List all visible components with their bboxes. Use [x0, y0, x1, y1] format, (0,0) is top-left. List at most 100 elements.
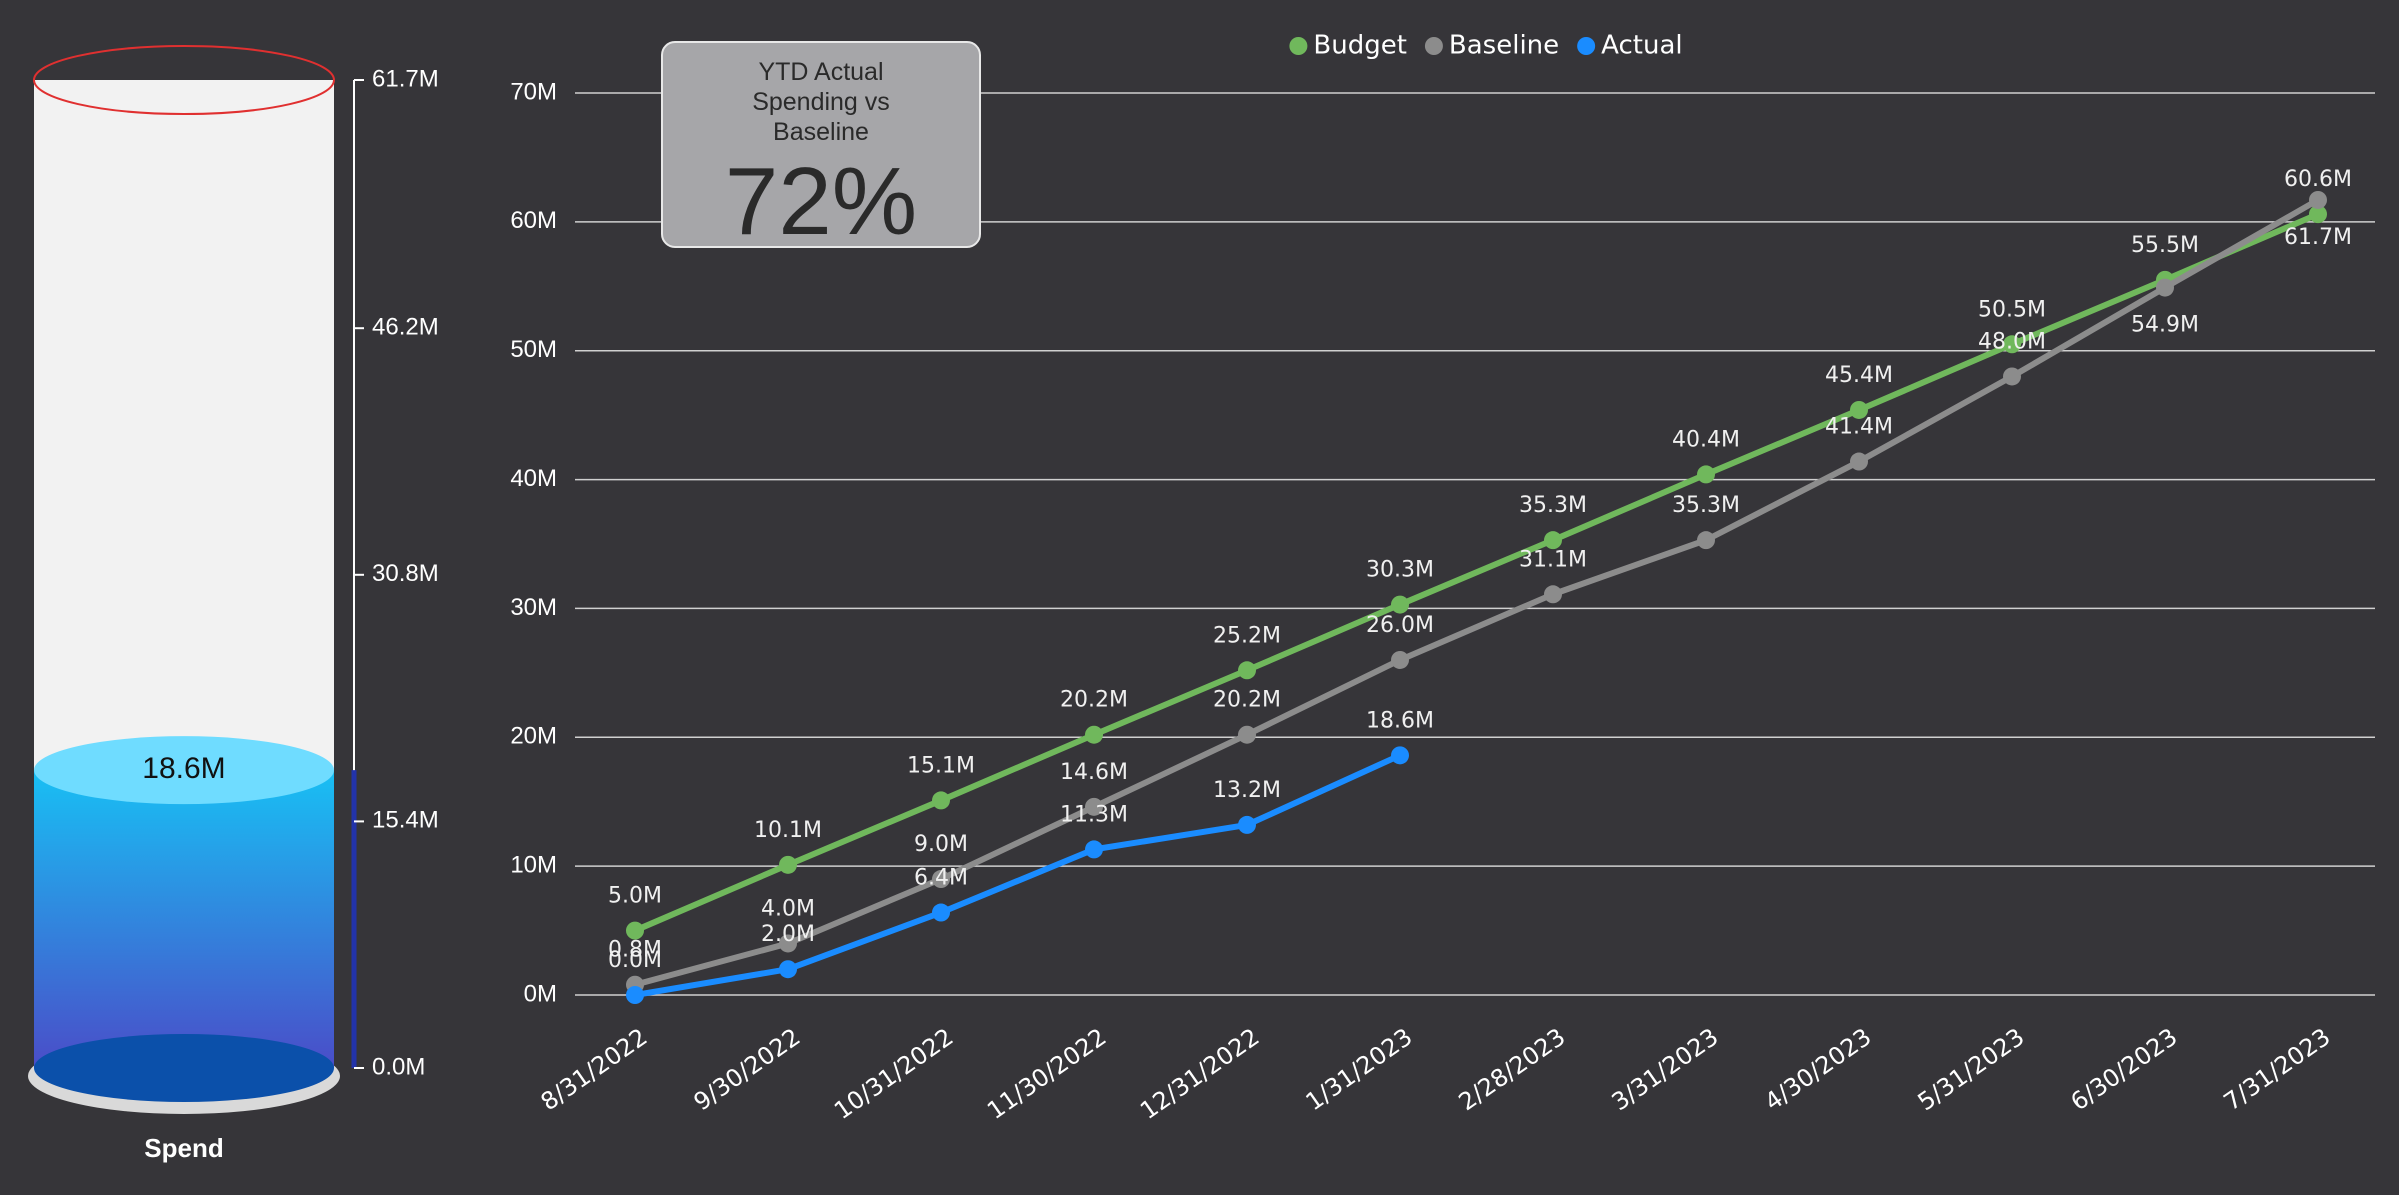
- series-point: [932, 870, 950, 889]
- x-tick-label: 11/30/2022: [982, 1023, 1111, 1125]
- x-tick-label: 2/28/2023: [1454, 1023, 1571, 1117]
- gauge-tick-label: 30.8M: [372, 560, 439, 587]
- data-label: 26.0M: [1366, 613, 1434, 638]
- series-point: [2156, 278, 2174, 297]
- series-point: [1391, 595, 1409, 614]
- series-point: [779, 855, 797, 874]
- data-label: 4.0M: [761, 896, 815, 921]
- series-line: [633, 211, 2320, 934]
- data-label: 15.1M: [907, 753, 975, 778]
- x-tick-label: 5/31/2023: [1913, 1023, 2030, 1117]
- x-tick-label: 3/31/2023: [1607, 1023, 1724, 1117]
- x-tick-label: 4/30/2023: [1760, 1023, 1877, 1117]
- series-point: [1085, 797, 1103, 816]
- data-label: 35.3M: [1519, 493, 1587, 518]
- y-tick-label: 70M: [510, 78, 557, 105]
- data-label: 48.0M: [1978, 329, 2046, 354]
- legend-marker: [1577, 37, 1596, 55]
- series-point: [1238, 725, 1256, 744]
- fill-label: 18.6M: [142, 752, 225, 785]
- kpi-title: YTD Actual Spending vs Baseline: [752, 58, 890, 146]
- gauge-tick-label: 61.7M: [372, 65, 439, 92]
- gauge-title: Spend: [144, 1133, 223, 1163]
- cylinder-bottom: [34, 1034, 334, 1102]
- kpi-card: YTD Actual Spending vs Baseline 72%: [661, 41, 981, 255]
- legend-label: Actual: [1601, 31, 1682, 61]
- y-tick-label: 40M: [510, 465, 557, 492]
- series-point: [1697, 465, 1715, 484]
- data-label: 41.4M: [1825, 415, 1893, 440]
- series-point: [626, 921, 644, 940]
- legend-label: Budget: [1313, 31, 1407, 61]
- series-point: [1085, 840, 1103, 859]
- x-tick-label: 8/31/2022: [536, 1023, 653, 1117]
- series-point: [1391, 746, 1409, 765]
- data-label: 55.5M: [2131, 233, 2199, 258]
- data-label: 20.2M: [1060, 688, 1128, 713]
- series-point: [1391, 650, 1409, 669]
- data-label: 45.4M: [1825, 363, 1893, 388]
- y-tick-label: 20M: [510, 723, 557, 750]
- data-label: 9.0M: [914, 832, 968, 857]
- series-point: [1238, 815, 1256, 834]
- data-label: 14.6M: [1060, 760, 1128, 785]
- series-point: [626, 986, 644, 1004]
- legend-label: Baseline: [1449, 31, 1559, 61]
- cylinder-fill: [34, 770, 334, 1068]
- series-point: [932, 903, 950, 922]
- legend-marker: [1424, 37, 1443, 55]
- data-label: 10.1M: [754, 818, 822, 843]
- legend-marker: [1289, 37, 1308, 55]
- data-label: 2.0M: [761, 922, 815, 947]
- data-label: 13.2M: [1213, 778, 1281, 803]
- x-tick-label: 7/31/2023: [2219, 1023, 2336, 1117]
- y-tick-label: 0M: [524, 980, 557, 1007]
- x-tick-label: 9/30/2022: [689, 1023, 806, 1117]
- data-label: 40.4M: [1672, 427, 1740, 452]
- series-point: [1850, 452, 1868, 471]
- data-label: 6.4M: [914, 866, 968, 891]
- series-point: [2003, 367, 2021, 386]
- data-label: 0.8M: [608, 938, 662, 963]
- series-line: [634, 197, 2320, 988]
- y-tick-label: 60M: [510, 207, 557, 234]
- data-label: 18.6M: [1366, 708, 1434, 733]
- gauge-tick-label: 46.2M: [372, 314, 439, 341]
- gauge-tick-label: 0.0M: [372, 1053, 425, 1080]
- data-label: 31.1M: [1519, 547, 1587, 572]
- data-label: 61.7M: [2284, 225, 2352, 250]
- data-label: 0.0M: [608, 948, 662, 973]
- data-label: 30.3M: [1366, 558, 1434, 583]
- series-point: [932, 791, 950, 810]
- series-point: [1544, 531, 1562, 550]
- data-label: 54.9M: [2131, 313, 2199, 338]
- kpi-value: 72%: [724, 148, 918, 255]
- x-tick-label: 10/31/2022: [829, 1023, 958, 1125]
- x-tick-label: 12/31/2022: [1135, 1023, 1264, 1125]
- series-point: [1850, 400, 1868, 419]
- data-label: 20.2M: [1213, 688, 1281, 713]
- y-tick-label: 50M: [510, 336, 557, 363]
- x-tick-label: 6/30/2023: [2066, 1023, 2183, 1117]
- cylinder-fill-top: [34, 736, 334, 805]
- cylinder-top: [33, 45, 335, 115]
- data-label: 50.5M: [1978, 297, 2046, 322]
- series-point: [2309, 205, 2327, 224]
- data-label: 60.6M: [2284, 167, 2352, 192]
- legend: Budget Baseline Actual: [1289, 31, 1683, 61]
- series-point: [779, 960, 797, 979]
- series-point: [2309, 190, 2327, 209]
- data-label: 35.3M: [1672, 493, 1740, 518]
- series-point: [779, 934, 797, 953]
- series-point: [1238, 661, 1256, 680]
- gauge-tick-label: 15.4M: [372, 807, 439, 834]
- data-label: 25.2M: [1213, 623, 1281, 648]
- y-tick-label: 10M: [510, 851, 557, 878]
- x-tick-label: 1/31/2023: [1301, 1023, 1418, 1117]
- data-label: 5.0M: [608, 884, 662, 909]
- y-tick-label: 30M: [510, 594, 557, 621]
- data-label: 11.3M: [1060, 802, 1128, 827]
- series-point: [1085, 725, 1103, 744]
